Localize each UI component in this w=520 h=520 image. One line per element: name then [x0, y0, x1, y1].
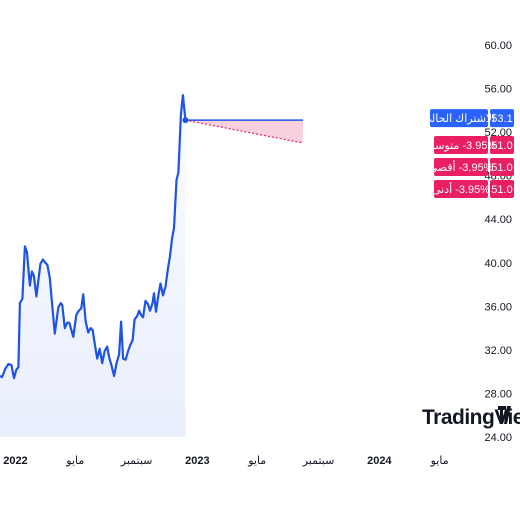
price-tag-value: 51.0: [491, 140, 512, 152]
x-tick-label: مايو: [430, 455, 449, 467]
price-tag-label: ‎-3.95% متوسط: [425, 140, 498, 152]
price-tag-value: 53.1: [491, 113, 512, 125]
price-tag: 51.0‎-3.95% متوسط: [425, 136, 514, 154]
tradingview-watermark: TradingView: [422, 406, 520, 429]
x-tick-label: مايو: [247, 455, 266, 467]
x-tick-label: سبتمبر: [302, 455, 335, 467]
y-tick-label: 56.00: [484, 84, 512, 96]
x-tick-label: 2024: [367, 455, 392, 467]
projection-start-point: [182, 117, 189, 124]
price-area: [0, 95, 186, 437]
y-tick-label: 28.00: [484, 388, 512, 400]
x-tick-label: مايو: [65, 455, 84, 467]
price-tag: 51.0‎-3.95% أدنى: [432, 180, 514, 198]
price-tag-label-box: [434, 180, 488, 198]
price-tag-value-box: [490, 136, 514, 154]
tradingview-logo-icon: [498, 406, 511, 424]
x-tick-label: سبتمبر: [120, 455, 153, 467]
price-tag-label-box: [434, 136, 488, 154]
y-tick-label: 32.00: [484, 345, 512, 357]
price-tag-value: 51.0: [491, 184, 512, 196]
price-tag-label: الاشتراك الحالي: [423, 113, 496, 125]
price-tag-label-box: [430, 109, 488, 128]
y-tick-label: 44.00: [484, 214, 512, 226]
price-tag-value-box: [490, 180, 514, 198]
price-line: [0, 94, 187, 380]
price-tag-value-box: [490, 109, 514, 128]
price-tag-label: ‎-3.95% أدنى: [432, 182, 490, 196]
y-tick-label: 40.00: [484, 258, 512, 270]
price-tag-label-box: [434, 158, 488, 176]
x-tick-label: 2023: [185, 455, 209, 467]
y-tick-label: 60.00: [484, 40, 512, 52]
price-tag-label: ‎-3.95% أقصى: [429, 160, 494, 174]
price-tag-value: 51.0: [491, 162, 512, 174]
x-tick-label: 2022: [3, 455, 27, 467]
y-tick-label: 24.00: [484, 432, 512, 444]
price-tag: 51.0‎-3.95% أقصى: [429, 158, 514, 176]
price-tag-value-box: [490, 158, 514, 176]
y-tick-label: 36.00: [484, 301, 512, 313]
watermark-text: TradingView: [422, 406, 520, 429]
